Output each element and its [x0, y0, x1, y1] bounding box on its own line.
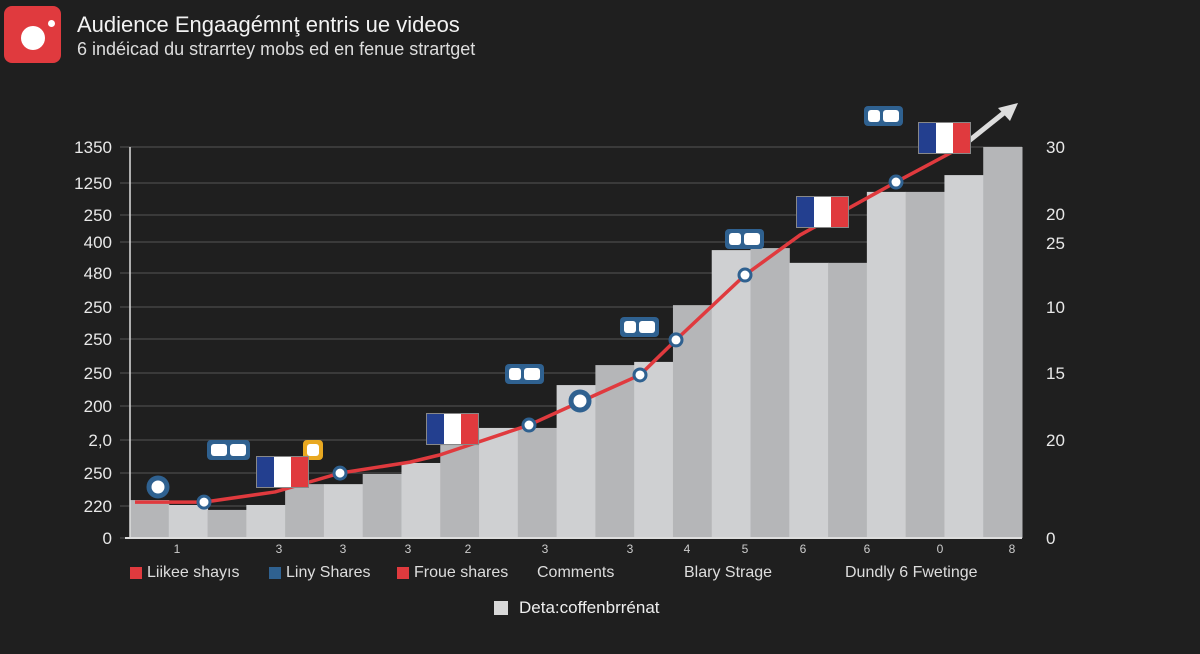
x-tick-label: 5 — [742, 542, 749, 556]
user-callout-icon — [620, 317, 659, 337]
x-tick-label: 3 — [542, 542, 549, 556]
right-y-tick-label: 0 — [1046, 529, 1055, 548]
data-point-marker — [888, 174, 904, 190]
bar — [905, 191, 945, 539]
app-logo — [4, 6, 61, 63]
right-y-tick-label: 15 — [1046, 364, 1065, 383]
x-tick-label: 1 — [174, 542, 181, 556]
user-callout-icon — [303, 440, 323, 460]
x-tick-label: 6 — [800, 542, 807, 556]
chart-subtitle: 6 indéicad du strarrtey mobs ed en fenue… — [77, 39, 476, 59]
data-point-marker — [632, 367, 648, 383]
france-flag-icon — [918, 122, 971, 154]
legend-label: Comments — [537, 564, 615, 581]
data-point-marker — [332, 465, 348, 481]
data-point-marker — [668, 332, 684, 348]
france-flag-icon — [426, 413, 479, 445]
legend-label: Deta:coffenbrrénat — [519, 598, 660, 617]
right-y-tick-label: 10 — [1046, 298, 1065, 317]
legend-label: Dundly 6 Fwetinge — [845, 564, 978, 581]
france-flag-icon — [256, 456, 309, 488]
bar — [634, 361, 674, 538]
x-tick-label: 4 — [684, 542, 691, 556]
legend-item: Blary Strage — [684, 564, 772, 582]
y-tick-label: 1250 — [74, 174, 112, 193]
x-tick-label: 3 — [340, 542, 347, 556]
bar — [866, 191, 907, 539]
x-tick-label: 0 — [937, 542, 944, 556]
comment-callout-icon — [864, 106, 903, 126]
y-tick-label: 250 — [84, 364, 112, 383]
bar — [983, 147, 1023, 538]
y-tick-label: 2,0 — [88, 431, 112, 450]
y-tick-label: 250 — [84, 298, 112, 317]
bar — [944, 175, 984, 539]
right-y-tick-label: 20 — [1046, 205, 1065, 224]
x-tick-label: 2 — [465, 542, 472, 556]
bar — [168, 504, 209, 538]
y-tick-label: 250 — [84, 206, 112, 225]
data-point-marker — [196, 494, 212, 510]
legend-label: Blary Strage — [684, 564, 773, 581]
bottom-legend-item: Deta:coffenbrrénat — [494, 598, 660, 618]
france-flag-icon — [796, 196, 849, 228]
data-point-marker — [737, 267, 753, 283]
right-y-tick-label: 20 — [1046, 431, 1065, 450]
data-point-marker — [521, 417, 537, 433]
legend-label: Liny Shares — [286, 564, 371, 581]
bar — [479, 427, 519, 538]
legend-item: Froue shares — [397, 564, 508, 582]
y-tick-label: 1350 — [74, 138, 112, 157]
legend-label: Froue shares — [414, 564, 509, 581]
bar — [517, 427, 558, 538]
x-tick-label: 3 — [405, 542, 412, 556]
y-tick-label: 250 — [84, 464, 112, 483]
legend-swatch — [494, 601, 508, 615]
x-tick-label: 8 — [1009, 542, 1016, 556]
bar — [711, 250, 752, 538]
y-tick-label: 250 — [84, 330, 112, 349]
bar — [285, 484, 325, 538]
right-y-tick-label: 30 — [1046, 138, 1065, 157]
x-tick-label: 3 — [276, 542, 283, 556]
bar — [789, 262, 829, 538]
y-tick-label: 220 — [84, 497, 112, 516]
legend-swatch — [130, 567, 142, 579]
trend-arrow-head-icon — [998, 103, 1018, 121]
bar — [750, 248, 790, 538]
y-tick-label: 200 — [84, 397, 112, 416]
legend-label: Liikee shayıs — [147, 564, 240, 581]
y-tick-label: 0 — [103, 529, 112, 548]
legend-item: Comments — [537, 564, 614, 582]
heart-callout-icon — [505, 364, 544, 384]
legend-item: Liikee shayıs — [130, 564, 240, 582]
engagement-line — [135, 146, 961, 504]
bar — [362, 473, 402, 538]
bar — [828, 262, 868, 538]
legend-item: Liny Shares — [269, 564, 371, 582]
comment-callout-icon — [207, 440, 250, 460]
share-callout-icon — [725, 229, 764, 249]
bar — [130, 500, 170, 538]
y-tick-label: 400 — [84, 233, 112, 252]
bar — [207, 509, 247, 538]
bar — [323, 484, 364, 538]
chart-title: Audience Engaagémnţ entris ue videos — [77, 12, 460, 37]
legend-swatch — [397, 567, 409, 579]
bar — [401, 462, 441, 538]
data-point-marker — [146, 475, 170, 499]
x-tick-label: 3 — [627, 542, 634, 556]
y-tick-label: 480 — [84, 264, 112, 283]
bar — [246, 504, 286, 538]
x-tick-label: 6 — [864, 542, 871, 556]
bar — [440, 445, 480, 538]
legend-item: Dundly 6 Fwetinge — [845, 564, 978, 582]
legend-swatch — [269, 567, 281, 579]
right-y-tick-label: 25 — [1046, 234, 1065, 253]
data-point-marker — [568, 389, 592, 413]
